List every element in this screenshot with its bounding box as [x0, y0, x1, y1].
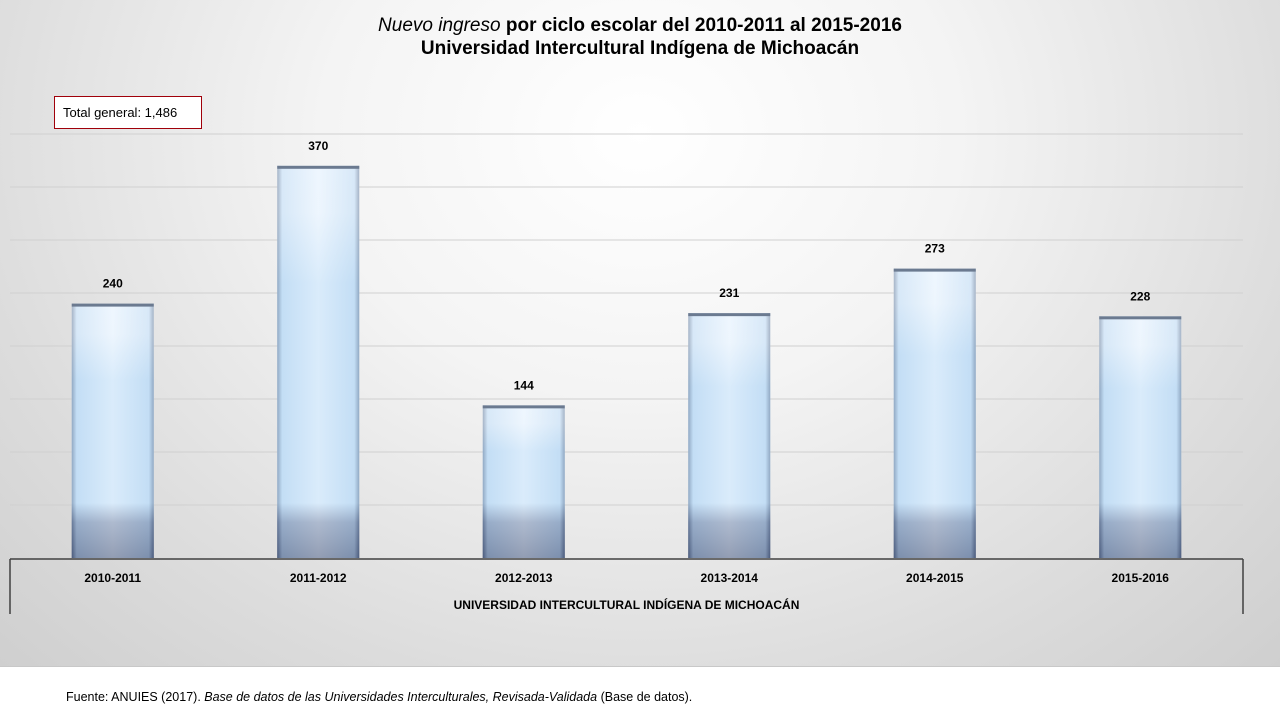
chart-title: Nuevo ingreso por ciclo escolar del 2010… [0, 14, 1280, 60]
source-prefix: Fuente: ANUIES (2017). [66, 690, 205, 704]
chart-area: Nuevo ingreso por ciclo escolar del 2010… [0, 0, 1280, 667]
x-group-label: UNIVERSIDAD INTERCULTURAL INDÍGENA DE MI… [454, 597, 800, 612]
bar-2015-2016 [1099, 316, 1182, 558]
total-general-box: Total general: 1,486 [54, 96, 202, 129]
bar-2011-2012 [277, 165, 360, 559]
x-tick-label: 2010-2011 [84, 571, 141, 585]
bar-2013-2014 [688, 313, 771, 558]
data-label: 144 [514, 378, 534, 392]
source-italic: Base de datos de las Universidades Inter… [204, 690, 598, 704]
data-label: 231 [719, 286, 739, 300]
bar-2014-2015 [893, 268, 976, 558]
x-axis: 2010-2011 2011-2012 2012-2013 2013-2014 2014… [9, 558, 1244, 614]
data-label: 370 [308, 139, 328, 153]
data-label: 240 [103, 277, 123, 291]
data-labels: 240 370 144 231 273 228 [103, 139, 1151, 393]
source-note: Fuente: ANUIES (2017). Base de datos de … [66, 690, 692, 704]
data-label: 273 [925, 242, 945, 256]
chart-subtitle: Universidad Intercultural Indígena de Mi… [420, 38, 860, 59]
gridlines [10, 133, 1243, 506]
chart-title-rest: por ciclo escolar del 2010-2011 al 2015-… [500, 15, 902, 36]
x-tick-label: 2013-2014 [701, 571, 759, 585]
source-suffix: (Base de datos). [597, 690, 693, 704]
chart-title-line1: Nuevo ingreso por ciclo escolar del 2010… [0, 14, 1280, 37]
x-tick-label: 2015-2016 [1112, 571, 1170, 585]
x-tick-label: 2012-2013 [495, 571, 553, 585]
bar-2012-2013 [482, 405, 565, 558]
bar-2010-2011 [71, 303, 154, 558]
chart-title-italic: Nuevo ingreso [378, 15, 501, 36]
x-tick-label: 2011-2012 [290, 571, 347, 585]
bars [71, 165, 1182, 559]
data-label: 228 [1130, 289, 1150, 303]
x-tick-label: 2014-2015 [906, 571, 964, 585]
